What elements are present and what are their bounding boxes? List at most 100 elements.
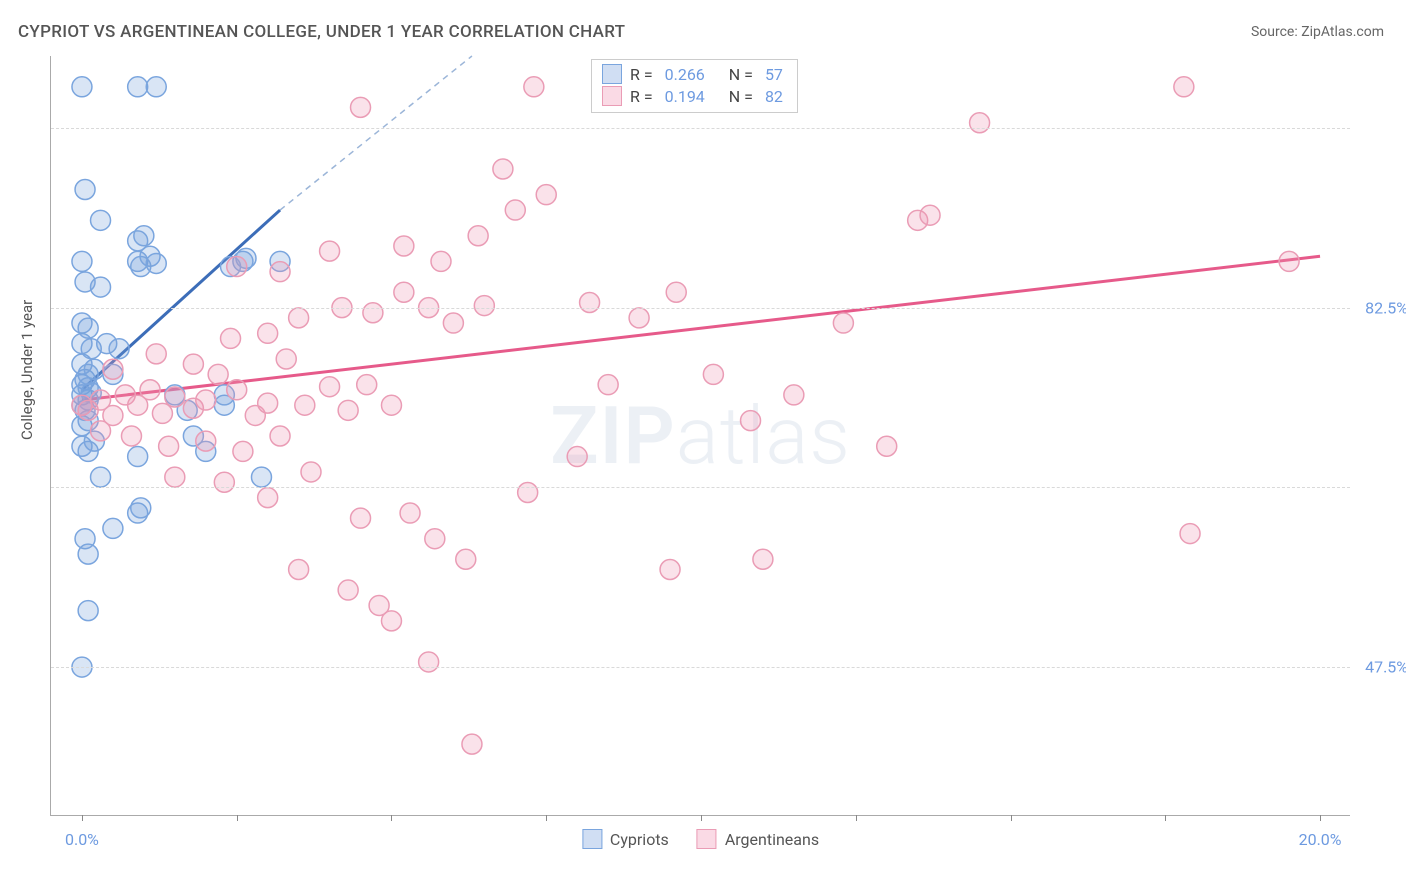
scatter-point <box>462 734 482 754</box>
scatter-point <box>357 375 377 395</box>
scatter-point <box>78 601 98 621</box>
scatter-point <box>431 251 451 271</box>
gridline <box>51 487 1350 488</box>
scatter-point <box>91 467 111 487</box>
scatter-point <box>381 395 401 415</box>
scatter-point <box>338 400 358 420</box>
x-tick <box>1165 815 1166 821</box>
scatter-point <box>289 560 309 580</box>
scatter-point <box>400 503 420 523</box>
scatter-point <box>258 323 278 343</box>
chart-title: CYPRIOT VS ARGENTINEAN COLLEGE, UNDER 1 … <box>18 22 625 42</box>
scatter-point <box>1279 251 1299 271</box>
source-attribution: Source: ZipAtlas.com <box>1251 24 1384 40</box>
scatter-point <box>351 97 371 117</box>
scatter-point <box>276 349 296 369</box>
scatter-point <box>72 251 92 271</box>
scatter-point <box>443 313 463 333</box>
scatter-point <box>214 472 234 492</box>
scatter-point <box>877 436 897 456</box>
scatter-point <box>251 467 271 487</box>
scatter-point <box>338 580 358 600</box>
scatter-point <box>518 482 538 502</box>
legend-label: Cypriots <box>610 830 669 849</box>
scatter-point <box>703 364 723 384</box>
scatter-point <box>84 359 104 379</box>
scatter-point <box>91 421 111 441</box>
scatter-point <box>208 364 228 384</box>
scatter-point <box>598 375 618 395</box>
scatter-point <box>196 431 216 451</box>
scatter-point <box>159 436 179 456</box>
scatter-point <box>1180 524 1200 544</box>
scatter-point <box>419 652 439 672</box>
scatter-point <box>320 377 340 397</box>
series-legend: Cypriots Argentineans <box>582 829 819 849</box>
scatter-point <box>660 560 680 580</box>
x-tick <box>237 815 238 821</box>
scatter-point <box>741 411 761 431</box>
y-axis-label: College, Under 1 year <box>18 300 36 440</box>
scatter-point <box>666 282 686 302</box>
scatter-point <box>505 200 525 220</box>
y-tick-label: 82.5% <box>1365 298 1406 317</box>
scatter-point <box>629 308 649 328</box>
scatter-point <box>128 77 148 97</box>
scatter-point <box>425 529 445 549</box>
y-tick-label: 47.5% <box>1365 658 1406 677</box>
scatter-point <box>258 393 278 413</box>
scatter-point <box>103 518 123 538</box>
scatter-point <box>493 159 513 179</box>
scatter-point <box>394 236 414 256</box>
x-tick <box>82 815 83 821</box>
scatter-points-layer <box>51 56 1350 815</box>
gridline <box>51 128 1350 129</box>
scatter-point <box>258 488 278 508</box>
scatter-point <box>351 508 371 528</box>
scatter-point <box>78 544 98 564</box>
scatter-point <box>580 292 600 312</box>
scatter-point <box>394 282 414 302</box>
scatter-point <box>289 308 309 328</box>
x-tick-label: 20.0% <box>1299 830 1342 849</box>
x-tick <box>391 815 392 821</box>
legend-item-argentineans: Argentineans <box>697 829 819 849</box>
source-prefix: Source: <box>1251 24 1301 40</box>
scatter-point <box>146 344 166 364</box>
scatter-point <box>134 226 154 246</box>
scatter-point <box>152 403 172 423</box>
scatter-point <box>183 354 203 374</box>
scatter-point <box>301 462 321 482</box>
scatter-point <box>72 77 92 97</box>
swatch-pink-icon <box>697 829 717 849</box>
scatter-point <box>920 205 940 225</box>
scatter-plot: ZIPatlas R = 0.266 N = 57 R = 0.194 N = … <box>50 56 1350 816</box>
scatter-point <box>91 277 111 297</box>
scatter-point <box>78 318 98 338</box>
scatter-point <box>196 390 216 410</box>
scatter-point <box>753 549 773 569</box>
scatter-point <box>784 385 804 405</box>
scatter-point <box>233 441 253 461</box>
x-tick <box>856 815 857 821</box>
swatch-blue-icon <box>582 829 602 849</box>
x-tick <box>1011 815 1012 821</box>
scatter-point <box>109 339 129 359</box>
legend-item-cypriots: Cypriots <box>582 829 669 849</box>
scatter-point <box>165 387 185 407</box>
x-tick <box>1320 815 1321 821</box>
scatter-point <box>320 241 340 261</box>
scatter-point <box>524 77 544 97</box>
scatter-point <box>363 303 383 323</box>
scatter-point <box>567 447 587 467</box>
scatter-point <box>221 328 241 348</box>
scatter-point <box>270 426 290 446</box>
scatter-point <box>75 180 95 200</box>
x-tick <box>701 815 702 821</box>
scatter-point <box>146 77 166 97</box>
scatter-point <box>165 467 185 487</box>
legend-label: Argentineans <box>725 830 819 849</box>
scatter-point <box>121 426 141 446</box>
scatter-point <box>270 262 290 282</box>
scatter-point <box>970 113 990 133</box>
